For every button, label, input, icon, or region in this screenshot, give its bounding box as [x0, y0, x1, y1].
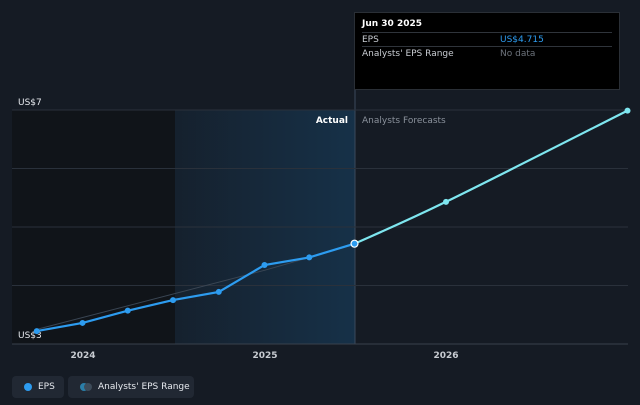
x-tick-label-2025: 2025 [252, 351, 277, 361]
gridlines [12, 109, 628, 345]
legend-item-analysts-range[interactable]: Analysts' EPS Range [68, 376, 194, 398]
tooltip-range-label: Analysts' EPS Range [362, 49, 454, 59]
forecast-point[interactable] [443, 198, 450, 205]
eps-point[interactable] [170, 297, 177, 304]
legend-label-analysts-range: Analysts' EPS Range [98, 382, 190, 392]
eps-point[interactable] [261, 262, 268, 269]
tooltip-date: Jun 30 2025 [362, 19, 423, 29]
range-legend-icon-secondary [84, 383, 92, 391]
hover-tooltip: Jun 30 2025 EPS US$4.715 Analysts' EPS R… [354, 12, 620, 90]
series-points [33, 107, 631, 335]
eps-point-latest[interactable] [350, 239, 359, 248]
y-tick-label-min: US$3 [18, 331, 42, 341]
x-tick-label-2026: 2026 [433, 351, 458, 361]
tooltip-eps-value: US$4.715 [500, 35, 544, 45]
tooltip-range-value: No data [500, 49, 536, 59]
tooltip-row-eps: EPS US$4.715 [362, 32, 612, 47]
legend-label-eps: EPS [38, 382, 55, 392]
eps-series-line [36, 242, 355, 333]
eps-point[interactable] [124, 307, 131, 314]
eps-point[interactable] [33, 328, 40, 335]
y-tick-label-max: US$7 [18, 98, 42, 108]
actual-label: Actual [316, 116, 348, 126]
eps-point[interactable] [306, 254, 313, 261]
forecast-point[interactable] [624, 107, 631, 114]
legend-item-eps[interactable]: EPS [12, 376, 64, 398]
forecast-label: Analysts Forecasts [362, 116, 446, 126]
forecast-series-line [354, 109, 628, 245]
tooltip-eps-label: EPS [362, 35, 379, 45]
eps-point[interactable] [215, 288, 222, 295]
tooltip-row-range: Analysts' EPS Range No data [362, 46, 612, 61]
eps-legend-icon [24, 383, 32, 391]
eps-point[interactable] [79, 319, 86, 326]
x-tick-label-2024: 2024 [70, 351, 95, 361]
